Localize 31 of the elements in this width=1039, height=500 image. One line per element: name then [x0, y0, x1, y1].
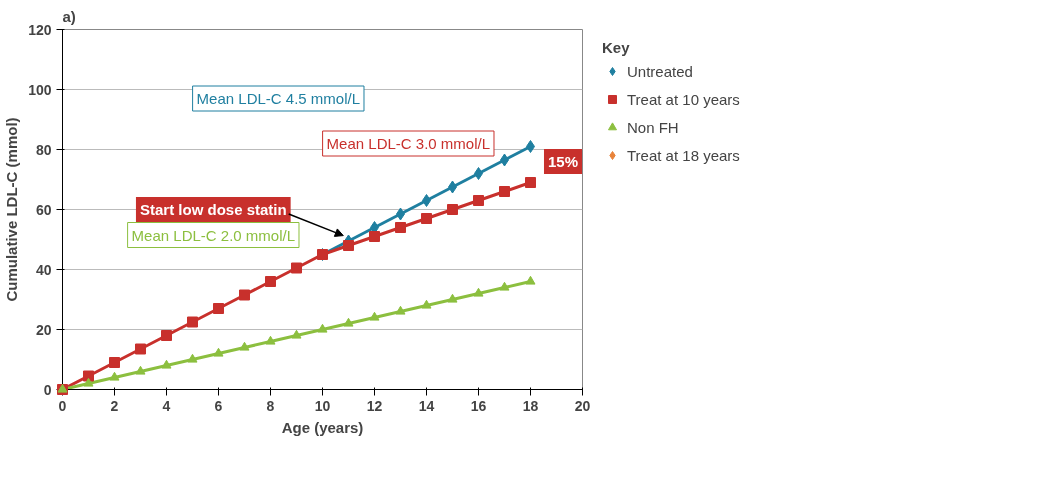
legend-label: Non FH — [627, 118, 679, 136]
x-tick-label: 2 — [110, 397, 119, 414]
x-tick-label: 6 — [214, 397, 223, 414]
text: a) — [62, 7, 76, 25]
x-tick-label: 4 — [162, 397, 171, 414]
x-tick-label: 14 — [418, 397, 435, 414]
annotation: Mean LDL-C 2.0 mmol/L — [131, 226, 296, 244]
x-axis-title: Age (years) — [281, 418, 364, 436]
x-tick-label: 12 — [366, 397, 383, 414]
annotation: 15% — [547, 153, 579, 170]
x-tick-label: 8 — [266, 397, 275, 414]
legend-title: Key — [602, 39, 631, 56]
y-axis-title: Cumulative LDL-C (mmol) — [3, 117, 21, 302]
y-tick-label: 0 — [43, 381, 52, 398]
y-tick-label: 80 — [35, 141, 52, 158]
y-tick-label: 60 — [35, 201, 52, 218]
legend-label: Treat at 18 years — [627, 146, 740, 164]
y-tick-label: 20 — [35, 321, 52, 338]
y-tick-label: 120 — [28, 21, 52, 38]
y-tick-label: 100 — [28, 81, 52, 98]
x-tick-label: 16 — [470, 397, 487, 414]
annotation: Mean LDL-C 4.5 mmol/L — [196, 90, 361, 107]
x-tick-label: 18 — [522, 397, 539, 414]
annotation: Start low dose statin — [139, 201, 287, 218]
x-tick-label: 0 — [58, 397, 67, 414]
y-tick-label: 40 — [35, 261, 52, 278]
annotation: Mean LDL-C 3.0 mmol/L — [326, 135, 491, 152]
legend-label: Untreated — [627, 62, 693, 80]
legend-label: Treat at 10 years — [627, 90, 740, 108]
x-tick-label: 20 — [574, 397, 591, 414]
x-tick-label: 10 — [314, 397, 331, 414]
